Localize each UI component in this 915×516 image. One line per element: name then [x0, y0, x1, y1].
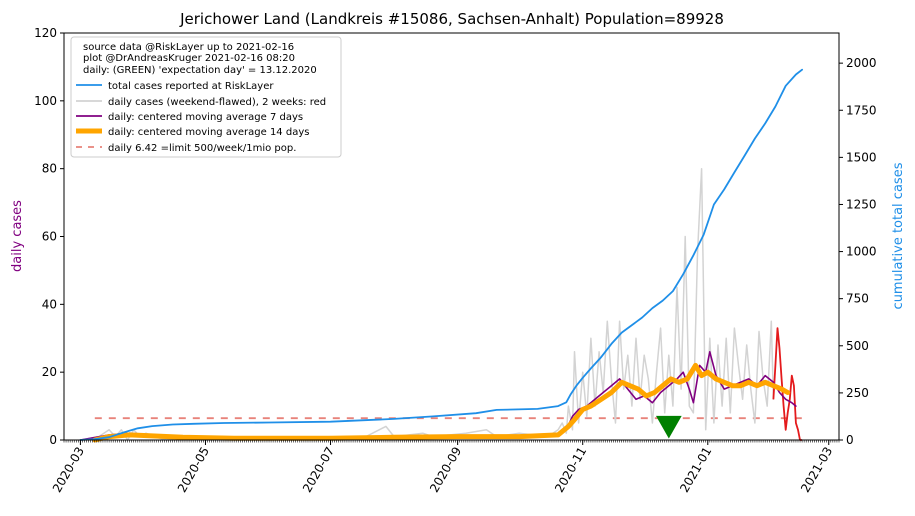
legend-entry-limit: daily 6.42 =limit 500/week/1mio pop. — [108, 143, 296, 154]
series-daily-cases-recent — [772, 327, 803, 441]
plot-area — [79, 68, 803, 443]
legend-entry-ma14: daily: centered moving average 14 days — [108, 127, 309, 138]
y-left-tick-label: 40 — [42, 297, 57, 311]
y-right-tick-label: 2000 — [846, 56, 877, 70]
expectation-day-marker — [655, 415, 682, 439]
series-layer — [79, 68, 803, 443]
legend-entry-daily-cases: daily cases (weekend-flawed), 2 weeks: r… — [108, 97, 326, 108]
series-ma14 — [92, 362, 791, 443]
y-right-tick-label: 0 — [846, 433, 854, 447]
legend-entry-ma7: daily: centered moving average 7 days — [108, 112, 303, 123]
y-right-tick-label: 750 — [846, 292, 869, 306]
y-right-tick-label: 1250 — [846, 197, 877, 211]
legend: source data @RiskLayer up to 2021-02-16 … — [70, 36, 342, 158]
legend-info-line-1: source data @RiskLayer up to 2021-02-16 — [83, 42, 294, 53]
y-right-tick-label: 1500 — [846, 150, 877, 164]
y-left-tick-label: 100 — [34, 94, 57, 108]
y-axis-label-right: cumulative total cases — [891, 162, 906, 309]
y-right-tick-label: 500 — [846, 339, 869, 353]
y-axis-label-left: daily cases — [10, 200, 25, 272]
series-total-cases — [79, 68, 803, 441]
legend-info-line-2: plot @DrAndreasKruger 2021-02-16 08:20 — [83, 53, 295, 64]
legend-info-line-3: daily: (GREEN) 'expectation day' = 13.12… — [83, 65, 317, 76]
legend-box — [70, 36, 342, 158]
y-right-tick-label: 1000 — [846, 245, 877, 259]
y-left-tick-label: 60 — [42, 230, 57, 244]
y-right-tick-label: 1750 — [846, 103, 877, 117]
y-right-tick-label: 250 — [846, 386, 869, 400]
y-left-tick-label: 120 — [34, 26, 57, 40]
legend-entry-total-cases: total cases reported at RiskLayer — [108, 81, 274, 92]
chart-title: Jerichower Land (Landkreis #15086, Sachs… — [179, 10, 724, 28]
y-left-tick-label: 80 — [42, 162, 57, 176]
y-left-tick-label: 20 — [42, 365, 57, 379]
y-left-tick-label: 0 — [49, 433, 57, 447]
marker-layer — [655, 415, 682, 439]
